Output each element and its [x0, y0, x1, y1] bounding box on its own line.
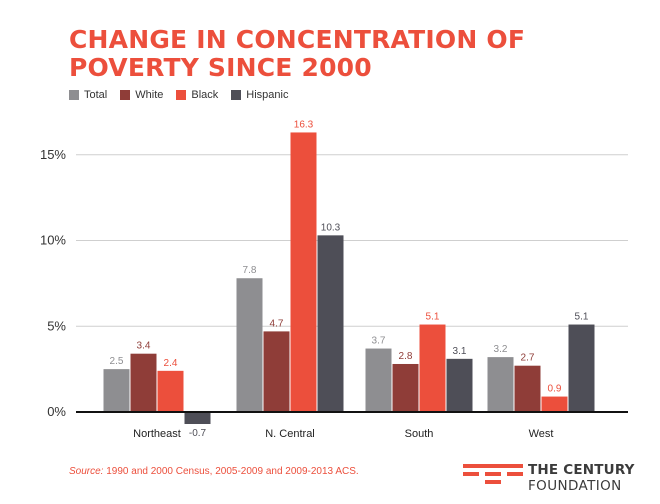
- x-tick-label-south: South: [405, 428, 434, 440]
- bar-northeast-hispanic: [184, 412, 211, 425]
- legend-item-white: White: [120, 89, 163, 101]
- data-label-south-hispanic: 3.1: [453, 346, 467, 357]
- bar-south-total: [365, 348, 392, 412]
- legend-label-hispanic: Hispanic: [246, 89, 289, 101]
- bar-northeast-white: [130, 353, 157, 412]
- century-foundation-logo: THE CENTURY FOUNDATION: [463, 462, 643, 496]
- legend-item-total: Total: [69, 89, 107, 101]
- source-note: Source: 1990 and 2000 Census, 2005-2009 …: [69, 466, 359, 477]
- bar-south-black: [419, 324, 446, 412]
- source-text: 1990 and 2000 Census, 2005-2009 and 2009…: [106, 466, 359, 477]
- source-label: Source:: [69, 466, 104, 477]
- legend-swatch-white: [120, 90, 131, 100]
- data-label-n-central-white: 4.7: [270, 318, 284, 329]
- data-label-south-white: 2.8: [399, 351, 413, 362]
- bar-west-total: [487, 357, 514, 412]
- data-label-west-white: 2.7: [521, 353, 535, 364]
- logo-text-line2: FOUNDATION: [528, 478, 622, 494]
- bar-n-central-hispanic: [317, 235, 344, 412]
- data-label-northeast-total: 2.5: [110, 356, 124, 367]
- x-tick-label-west: West: [529, 428, 554, 440]
- data-label-west-black: 0.9: [548, 384, 562, 395]
- y-tick-label-5: 5%: [47, 318, 66, 333]
- logo-mark-icon: [463, 464, 523, 484]
- y-tick-label-0: 0%: [47, 404, 66, 419]
- data-label-northeast-white: 3.4: [137, 341, 151, 352]
- data-label-n-central-black: 16.3: [294, 119, 314, 130]
- bar-west-black: [541, 396, 568, 412]
- bar-n-central-total: [236, 278, 263, 412]
- chart-title: CHANGE IN CONCENTRATION OF POVERTY SINCE…: [69, 25, 526, 82]
- logo-text-line1: THE CENTURY: [528, 462, 635, 478]
- legend-label-white: White: [135, 89, 164, 101]
- legend-item-black: Black: [176, 89, 218, 101]
- data-label-northeast-hispanic: -0.7: [189, 428, 207, 439]
- legend-label-total: Total: [84, 89, 108, 101]
- data-label-n-central-total: 7.8: [243, 265, 257, 276]
- y-tick-label-15: 15%: [40, 147, 66, 162]
- data-label-west-hispanic: 5.1: [575, 312, 589, 323]
- legend-swatch-black: [176, 90, 187, 100]
- data-label-west-total: 3.2: [494, 344, 508, 355]
- bar-west-hispanic: [568, 324, 595, 412]
- legend-item-hispanic: Hispanic: [231, 89, 288, 101]
- data-label-northeast-black: 2.4: [164, 358, 178, 369]
- legend-swatch-total: [69, 90, 79, 100]
- y-tick-label-10: 10%: [40, 233, 66, 248]
- bar-south-hispanic: [446, 358, 473, 412]
- x-tick-label-n-central: N. Central: [265, 428, 315, 440]
- legend-label-black: Black: [191, 89, 219, 101]
- legend-swatch-hispanic: [231, 90, 242, 100]
- data-label-south-black: 5.1: [426, 312, 440, 323]
- x-tick-label-northeast: Northeast: [133, 428, 181, 440]
- chart-legend: Total White Black Hispanic: [69, 89, 301, 101]
- bar-northeast-total: [103, 369, 130, 412]
- bar-n-central-white: [263, 331, 290, 412]
- bar-south-white: [392, 363, 419, 412]
- data-label-n-central-hispanic: 10.3: [321, 222, 341, 233]
- bar-n-central-black: [290, 132, 317, 412]
- bar-west-white: [514, 365, 541, 412]
- data-label-south-total: 3.7: [372, 336, 386, 347]
- bar-northeast-black: [157, 370, 184, 412]
